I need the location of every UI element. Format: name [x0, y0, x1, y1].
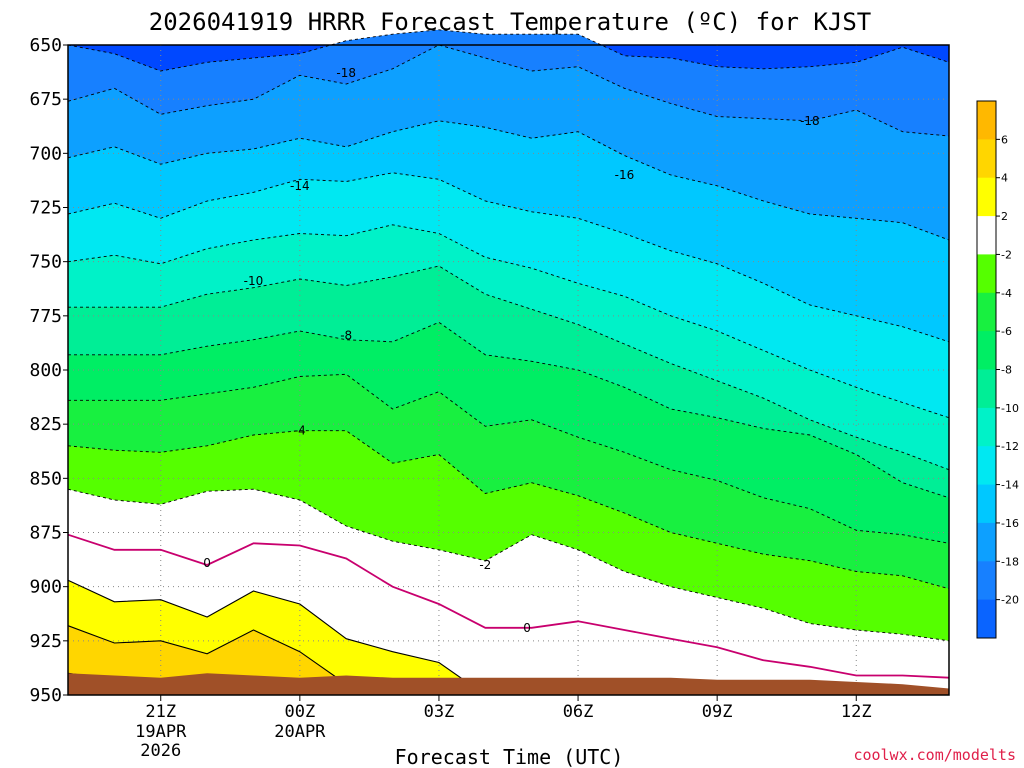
contour-label-text: 0 — [203, 556, 211, 570]
y-tick-label: 850 — [29, 468, 62, 489]
contour-label-text: -14 — [290, 179, 310, 193]
contour-label: -4 — [294, 424, 306, 438]
contour-label-text: 0 — [523, 621, 531, 635]
grid-lines — [68, 45, 949, 695]
colorbar-swatch — [977, 177, 996, 217]
contour-label: 0 — [203, 556, 211, 570]
colorbar-label: -8 — [1001, 364, 1012, 377]
contour-label: 0 — [523, 621, 531, 635]
chart-title: 2026041919 HRRR Forecast Temperature (ºC… — [149, 8, 871, 36]
y-tick-label: 825 — [29, 414, 62, 435]
colorbar-label: -20 — [1001, 594, 1019, 607]
colorbar-swatch — [977, 216, 996, 255]
isotherm--20 — [67, 29, 950, 72]
colorbar-label: 6 — [1001, 133, 1008, 146]
y-tick-label: 950 — [29, 685, 62, 706]
isotherm--10 — [68, 265, 950, 471]
y-axis: 650 675 700 725 750 775 800 825 850 875 900 925 950 — [29, 35, 68, 706]
colorbar-swatch — [977, 139, 996, 179]
colorbar-label: -10 — [1001, 402, 1019, 415]
isotherm--2 — [67, 488, 950, 642]
y-tick-label: 925 — [29, 631, 62, 652]
y-tick-label: 650 — [29, 35, 62, 56]
colorbar-label: -4 — [1001, 287, 1012, 300]
colorbar-swatch — [977, 292, 996, 332]
contour-label-text: -8 — [340, 328, 352, 342]
colorbar-swatch — [977, 561, 996, 601]
colorbar-swatch — [977, 599, 996, 639]
colorbar-label: -2 — [1001, 248, 1012, 261]
contour-label: -14 — [290, 179, 310, 193]
colorbar-label: 2 — [1001, 210, 1008, 223]
contour-label-text: -4 — [294, 424, 306, 438]
x-axis-label: Forecast Time (UTC) — [395, 745, 624, 768]
contour-label: -10 — [244, 274, 264, 288]
x-tick-year: 2026 — [140, 741, 181, 761]
contour-label: -8 — [340, 328, 352, 342]
contour-label-text: -18 — [336, 66, 356, 80]
contour-label: -18 — [800, 114, 820, 128]
y-tick-label: 900 — [29, 577, 62, 598]
contour-label-text: -18 — [800, 114, 820, 128]
colorbar-label: -18 — [1001, 555, 1019, 568]
isotherm--6 — [68, 373, 950, 544]
colorbar-label: -6 — [1001, 325, 1012, 338]
isotherm--4 — [67, 430, 950, 590]
contour-label: -16 — [615, 168, 635, 182]
x-tick-label: 09Z — [702, 702, 733, 722]
y-tick-label: 775 — [29, 306, 62, 327]
x-tick-label: 12Z — [841, 702, 872, 722]
colorbar-swatch — [977, 331, 996, 370]
y-tick-label: 875 — [29, 523, 62, 544]
colorbar-swatch — [977, 484, 996, 524]
contour-labels: -18 -18 -16 -14 -10 -8 -4 -2 0 0 — [203, 66, 820, 635]
y-tick-label: 750 — [29, 252, 62, 273]
isotherm--18 — [67, 44, 950, 137]
credit-text: coolwx.com/modelts — [853, 746, 1016, 764]
isotherm--16 — [67, 120, 950, 241]
colorbar-label: -16 — [1001, 517, 1019, 530]
contour-label: -18 — [336, 66, 356, 80]
ground-terrain — [68, 673, 949, 695]
y-tick-label: 675 — [29, 89, 62, 110]
contour-label-text: -2 — [479, 558, 491, 572]
colorbar-label: 4 — [1001, 172, 1008, 185]
colorbar-swatch — [977, 522, 996, 562]
colorbar-label: -14 — [1001, 479, 1019, 492]
x-tick-label: 03Z — [424, 702, 455, 722]
isotherm--8 — [68, 321, 950, 499]
colorbar: 6 4 2 -2 -4 -6 -8 -10 -12 -14 -16 -18 -20 — [976, 100, 1019, 639]
y-tick-label: 800 — [29, 360, 62, 381]
x-tick-label: 00Z — [284, 702, 315, 722]
isotherm--14 — [67, 172, 950, 343]
colorbar-swatch — [977, 446, 996, 486]
colorbar-label: -12 — [1001, 440, 1019, 453]
y-tick-label: 700 — [29, 143, 62, 164]
x-tick-date: 19APR — [135, 722, 187, 742]
isotherm-0 — [67, 533, 950, 679]
colorbar-swatch — [977, 369, 996, 409]
isotherm--12 — [67, 224, 950, 419]
contour-label-text: -10 — [244, 274, 264, 288]
colorbar-swatch — [977, 254, 996, 294]
colorbar-swatch — [977, 101, 996, 140]
x-tick-label: 06Z — [563, 702, 594, 722]
y-tick-label: 725 — [29, 198, 62, 219]
colorbar-swatch — [977, 407, 996, 447]
x-tick-date: 20APR — [274, 722, 326, 742]
contour-label: -2 — [479, 558, 491, 572]
contour-label-text: -16 — [615, 168, 635, 182]
x-tick-label: 21Z — [145, 702, 176, 722]
temperature-fills — [68, 29, 949, 696]
